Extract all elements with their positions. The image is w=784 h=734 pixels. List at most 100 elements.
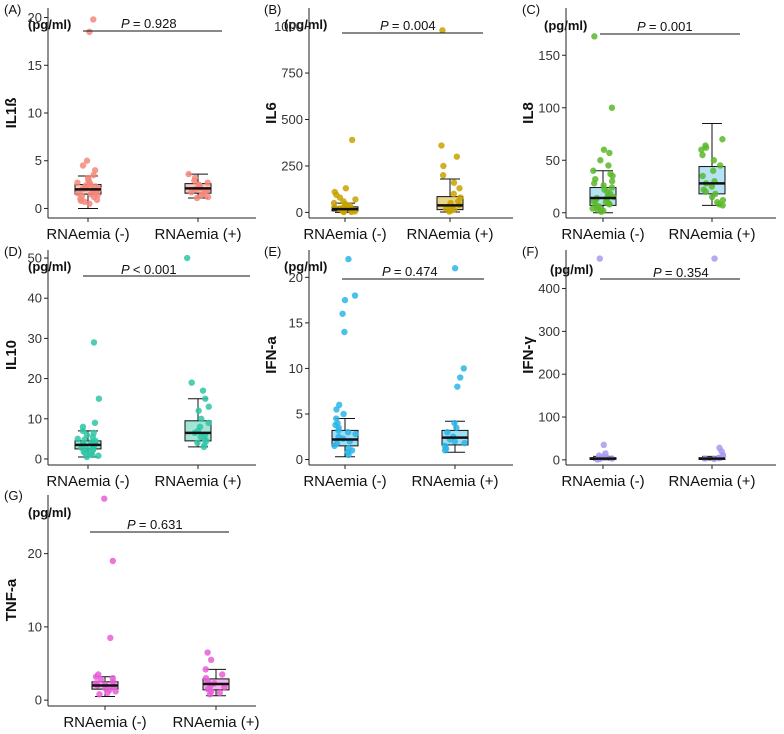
- data-point: [351, 292, 359, 299]
- y-tick-label: 20: [28, 546, 42, 561]
- y-axis-title: IL8: [520, 102, 537, 124]
- data-point: [702, 188, 709, 195]
- data-point: [185, 170, 192, 178]
- chart-panel: (A) (pg/ml) IL1ß 0 5 10 15 20 RNAemia (-) RNAemia…: [3, 2, 256, 243]
- y-tick-label: 10: [28, 619, 42, 634]
- data-point: [596, 255, 603, 262]
- x-tick-label: RNAemia (+): [154, 226, 241, 243]
- data-point: [598, 208, 605, 215]
- data-point: [450, 179, 458, 186]
- data-point: [83, 453, 91, 461]
- y-tick-label: 0: [35, 201, 42, 216]
- data-point: [86, 200, 93, 207]
- data-point: [608, 178, 616, 185]
- data-point: [95, 452, 102, 459]
- data-point: [590, 167, 597, 174]
- data-point: [348, 136, 356, 144]
- y-tick-label: 15: [289, 315, 303, 330]
- y-tick-label: 0: [35, 693, 42, 708]
- data-point: [341, 328, 348, 336]
- data-point: [345, 255, 352, 263]
- data-point: [719, 196, 727, 204]
- y-tick-label: 1000: [274, 19, 303, 34]
- p-value-label: P < 0.001: [121, 262, 177, 277]
- data-point: [608, 104, 616, 111]
- data-point: [88, 451, 96, 459]
- data-point: [92, 673, 100, 680]
- data-point: [205, 403, 212, 410]
- panel-letter: (C): [522, 2, 540, 17]
- data-point: [221, 683, 228, 691]
- data-point: [90, 171, 97, 179]
- x-tick-label: RNAemia (+): [668, 226, 755, 243]
- data-point: [206, 691, 214, 698]
- data-point: [93, 196, 101, 204]
- data-point: [591, 33, 598, 40]
- data-point: [331, 442, 338, 450]
- panel-letter: (A): [4, 2, 21, 17]
- y-tick-label: 100: [538, 410, 560, 425]
- data-point: [205, 419, 212, 427]
- data-point: [597, 157, 604, 164]
- data-point: [339, 310, 346, 317]
- data-point: [97, 676, 104, 683]
- y-tick-label: 750: [281, 66, 303, 81]
- data-point: [101, 495, 108, 502]
- y-axis-title: IL6: [263, 102, 280, 124]
- data-point: [193, 194, 201, 202]
- y-tick-label: 150: [538, 48, 560, 63]
- data-point: [609, 172, 616, 180]
- data-point: [446, 208, 453, 215]
- y-axis-title: IL1ß: [3, 98, 20, 129]
- y-tick-label: 40: [28, 291, 42, 306]
- data-point: [96, 691, 103, 698]
- data-point: [698, 146, 705, 153]
- p-value-label: P = 0.928: [121, 16, 177, 31]
- data-point: [191, 177, 198, 184]
- data-point: [708, 183, 716, 190]
- unit-label: (pg/ml): [28, 259, 71, 274]
- y-tick-label: 200: [538, 367, 560, 382]
- data-point: [204, 179, 211, 186]
- data-point: [708, 193, 716, 201]
- chart-panel: (F) (pg/ml) IFN-γ 0 100 200 300 400 RNAemia (-) R…: [520, 244, 776, 490]
- data-point: [699, 151, 706, 159]
- data-point: [608, 184, 616, 191]
- data-point: [81, 198, 88, 205]
- data-point: [345, 451, 352, 459]
- data-point: [198, 415, 205, 422]
- data-point: [444, 429, 451, 436]
- data-point: [90, 16, 97, 23]
- y-tick-label: 0: [553, 205, 560, 220]
- x-tick-label: RNAemia (+): [406, 226, 493, 243]
- x-tick-label: RNAemia (-): [46, 226, 129, 243]
- p-value-label: P = 0.004: [380, 18, 436, 33]
- data-point: [461, 439, 468, 447]
- data-point: [590, 180, 598, 187]
- x-tick-label: RNAemia (+): [668, 473, 755, 490]
- data-point: [453, 424, 460, 431]
- y-tick-label: 0: [35, 451, 42, 466]
- data-point: [91, 419, 99, 427]
- x-tick-label: RNAemia (-): [303, 226, 386, 243]
- data-point: [204, 649, 211, 656]
- data-point: [74, 435, 81, 443]
- data-point: [606, 149, 613, 157]
- x-tick-label: RNAemia (-): [561, 226, 644, 243]
- y-tick-label: 0: [296, 452, 303, 467]
- data-point: [606, 201, 613, 208]
- data-point: [95, 395, 103, 402]
- data-point: [454, 383, 461, 390]
- data-point: [79, 427, 87, 435]
- y-axis-title: TNF-a: [3, 578, 20, 621]
- data-point: [83, 157, 91, 164]
- y-axis-title: IFN-a: [263, 336, 280, 374]
- panel-letter: (E): [264, 244, 281, 259]
- data-point: [333, 406, 340, 413]
- data-point: [719, 136, 726, 143]
- data-point: [183, 254, 191, 262]
- data-point: [104, 689, 111, 697]
- chart-panel: (D) (pg/ml) IL10 0 10 20 30 40 50 RNAemia (-) RNAe…: [3, 244, 256, 490]
